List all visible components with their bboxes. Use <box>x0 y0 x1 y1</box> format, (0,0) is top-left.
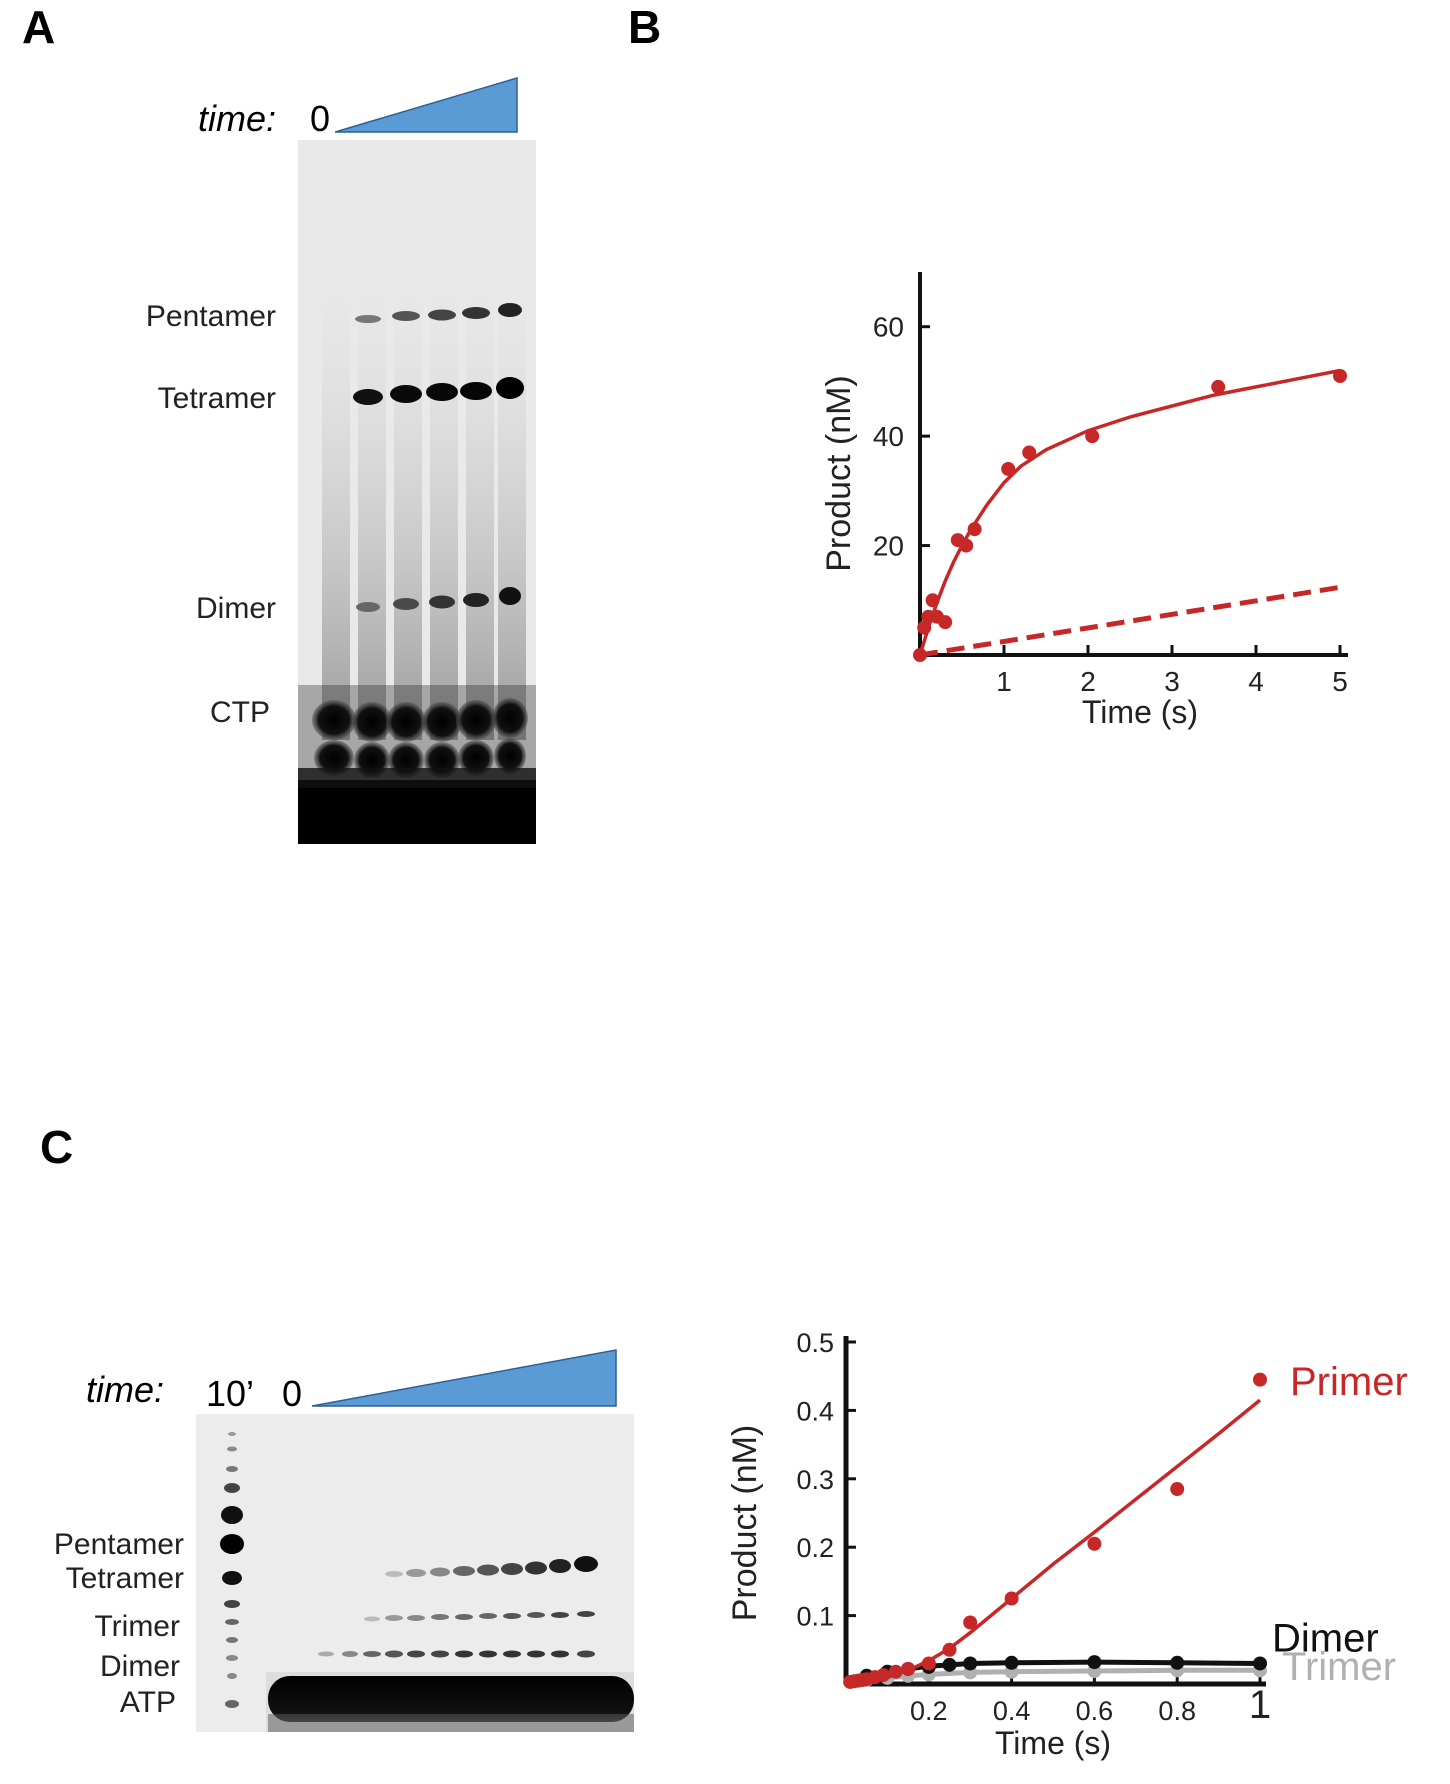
time-wedge-a <box>335 76 518 133</box>
band-label-c-dimer: Dimer <box>100 1650 180 1683</box>
chart-c-data-point-primer <box>1253 1372 1267 1387</box>
chart-c-x-label: Time (s) <box>995 1725 1111 1761</box>
chart-c-series-label-primer: Primer <box>1290 1360 1408 1404</box>
chart-c-x-tick-label: 1 <box>1249 1683 1271 1727</box>
gel-image-c <box>196 1414 634 1732</box>
chart-b-x-tick-label: 5 <box>1332 666 1348 697</box>
chart-b-data-point <box>1022 445 1037 460</box>
chart-c-data-point-primer <box>1170 1482 1185 1497</box>
chart-c-data-point-dimer <box>1087 1655 1102 1670</box>
chart-b-data-point <box>967 522 982 537</box>
chart-b-data-point <box>917 620 932 635</box>
chart-c-data-point-dimer <box>1170 1655 1185 1670</box>
gel-c-atp-region <box>266 1672 634 1732</box>
chart-b-y-tick-label: 20 <box>873 531 904 562</box>
chart-c-data-point-primer <box>963 1615 978 1630</box>
chart-c-data-point-primer <box>921 1656 936 1671</box>
chart-c-data-point-primer <box>1087 1536 1102 1551</box>
time-zero-label-c: 0 <box>282 1373 303 1414</box>
time-label-c: time: <box>86 1369 165 1410</box>
gel-a-dimer-bands <box>356 587 521 612</box>
panel-letter-c: C <box>40 1121 74 1173</box>
chart-b-x-label: Time (s) <box>1082 694 1198 730</box>
chart-c-x-tick-label: 0.6 <box>1076 1696 1114 1726</box>
marker-label-c: 10’ <box>206 1373 255 1414</box>
band-label-c-tetramer: Tetramer <box>65 1562 184 1595</box>
chart-b-data-point <box>1211 379 1226 394</box>
chart-b-y-label: Product (nM) <box>820 375 858 572</box>
chart-b-fit-line <box>918 368 1341 656</box>
chart-c-series-label-dimer: Dimer <box>1272 1617 1379 1661</box>
chart-c-y-label: Product (nM) <box>726 1425 764 1622</box>
chart-b: 1 2 3 4 5 20 40 60 Time (s) Product (nM) <box>820 272 1348 730</box>
chart-c-y-tick-label: 0.3 <box>796 1465 834 1495</box>
gel-c-tetramer-bands <box>385 1556 598 1577</box>
gel-c-marker-lane <box>220 1432 244 1708</box>
chart-b-y-tick-label: 40 <box>873 421 904 452</box>
chart-b-dashed-line <box>919 584 1345 658</box>
gel-a-lane-smears <box>322 260 526 740</box>
chart-b-data-point <box>925 593 940 608</box>
chart-b-x-tick-label: 2 <box>1080 666 1096 697</box>
time-wedge-c <box>312 1349 617 1407</box>
chart-c-x-tick-label: 0.8 <box>1158 1696 1196 1726</box>
chart-c-data-point-dimer <box>942 1657 957 1672</box>
time-wedge-c-shape <box>312 1349 617 1407</box>
band-label-pentamer: Pentamer <box>145 300 276 333</box>
panel-letter-b: B <box>628 1 662 53</box>
chart-b-data-point <box>1001 461 1016 476</box>
time-label-a: time: <box>198 98 277 139</box>
gel-a-tetramer-bands <box>353 377 524 405</box>
chart-c-data-point-dimer <box>1004 1655 1019 1670</box>
chart-c-data-point-dimer <box>963 1656 978 1671</box>
chart-c-data-point-primer <box>888 1664 903 1679</box>
chart-c: 0.2 0.4 0.6 0.8 1 0.1 0.2 0.3 0.4 0.5 Time (s) Prod… <box>726 1328 1408 1761</box>
band-label-ctp: CTP <box>210 696 270 729</box>
time-wedge-a-shape <box>335 76 518 133</box>
time-zero-label-a: 0 <box>310 98 331 139</box>
gel-c-dimer-bands <box>318 1650 595 1658</box>
chart-b-data-point <box>938 615 953 630</box>
chart-c-x-tick-label: 0.4 <box>993 1696 1031 1726</box>
chart-c-series-label-trimer: Trimer <box>1282 1645 1396 1689</box>
band-label-c-atp: ATP <box>119 1686 176 1719</box>
chart-c-data-point-primer <box>901 1661 916 1676</box>
chart-c-y-tick-label: 0.4 <box>796 1396 834 1426</box>
gel-c-trimer-bands <box>364 1611 595 1622</box>
panel-letter-a: A <box>22 1 56 53</box>
chart-c-data-point-primer <box>942 1642 957 1657</box>
chart-c-fit-line-primer <box>845 1398 1262 1686</box>
chart-b-y-tick-label: 60 <box>873 312 904 343</box>
gel-a-ctp-region <box>298 685 536 844</box>
band-label-tetramer: Tetramer <box>157 382 276 415</box>
chart-b-x-tick-label: 4 <box>1248 666 1264 697</box>
chart-c-data-point-dimer <box>1253 1656 1267 1671</box>
band-label-c-trimer: Trimer <box>94 1610 180 1643</box>
band-label-dimer: Dimer <box>196 592 276 625</box>
band-label-c-pentamer: Pentamer <box>53 1528 184 1561</box>
chart-c-data-point-primer <box>1004 1591 1019 1606</box>
chart-c-x-tick-label: 0.2 <box>910 1696 948 1726</box>
chart-c-y-tick-label: 0.1 <box>796 1602 834 1632</box>
chart-b-data-point <box>959 538 974 553</box>
chart-c-y-tick-label: 0.5 <box>796 1328 834 1358</box>
chart-c-data-point-primer <box>876 1668 891 1683</box>
gel-a-pentamer-bands <box>355 303 522 323</box>
chart-b-data-point <box>1085 429 1100 444</box>
chart-b-data-point <box>1333 368 1347 383</box>
chart-b-x-tick-label: 1 <box>996 666 1012 697</box>
chart-b-x-tick-label: 3 <box>1164 666 1180 697</box>
chart-c-y-tick-label: 0.2 <box>796 1533 834 1563</box>
gel-image-a <box>298 140 536 844</box>
